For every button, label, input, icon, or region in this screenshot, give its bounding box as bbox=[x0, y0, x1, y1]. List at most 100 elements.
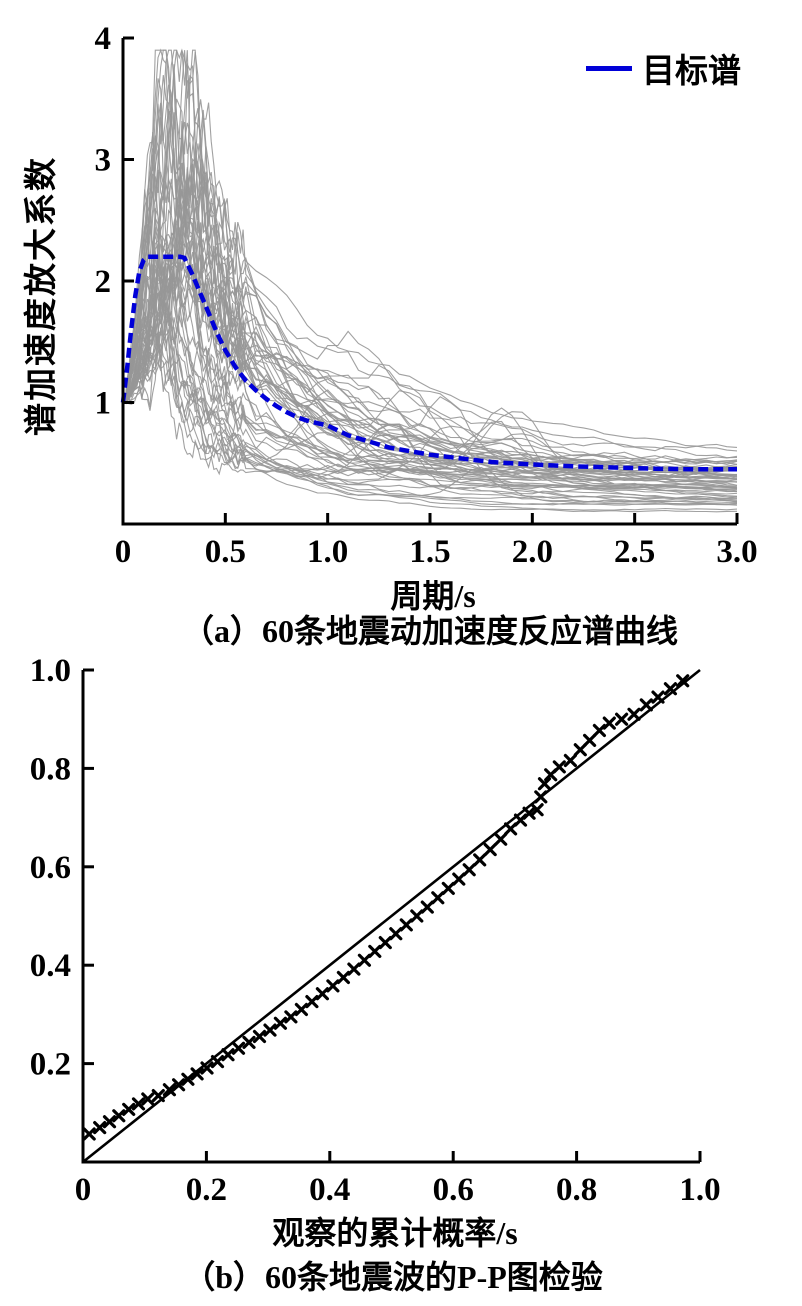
pp-point-marker bbox=[552, 760, 566, 774]
response-spectrum-curve bbox=[125, 164, 738, 498]
pp-point-marker bbox=[483, 843, 497, 857]
pp-point-marker bbox=[663, 682, 677, 696]
pp-point-marker bbox=[583, 733, 597, 747]
pp-point-marker bbox=[399, 918, 413, 932]
response-spectrum-curve bbox=[126, 118, 738, 489]
response-spectrum-curve bbox=[125, 48, 737, 502]
pp-point-marker bbox=[639, 698, 653, 712]
pp-point-marker bbox=[473, 853, 487, 867]
pp-point-marker bbox=[190, 1067, 204, 1081]
response-spectrum-curve bbox=[125, 62, 738, 452]
pp-plot-chart: 0.2 0.4 0.6 0.8 1.0 0 0.2 0.4 0.6 0.8 1.0 bbox=[30, 653, 721, 1208]
target-spectrum-legend-label: 目标谱 bbox=[642, 54, 741, 90]
response-spectrum-curve bbox=[125, 204, 738, 472]
y-tick-label: 1 bbox=[95, 386, 112, 422]
y-tick-label: 2 bbox=[95, 264, 112, 300]
pp-point-marker bbox=[252, 1029, 267, 1044]
y-tick-label: 0.4 bbox=[30, 948, 71, 984]
response-spectrum-curve bbox=[125, 120, 738, 480]
pp-point-marker bbox=[162, 1083, 176, 1097]
x-tick-label: 0.5 bbox=[205, 534, 246, 570]
pp-scatter-points bbox=[82, 674, 690, 1141]
response-spectrum-curve bbox=[125, 266, 738, 467]
y-tick-label: 0.2 bbox=[30, 1047, 71, 1083]
x-tick-label: 1.0 bbox=[679, 1172, 720, 1208]
pp-point-marker bbox=[112, 1109, 126, 1123]
pp-point-marker bbox=[242, 1035, 256, 1049]
x-tick-label: 0 bbox=[115, 534, 132, 570]
pp-point-marker bbox=[494, 832, 508, 846]
response-spectrum-curve bbox=[125, 198, 738, 480]
pp-point-marker bbox=[181, 1072, 195, 1086]
pp-point-marker bbox=[231, 1041, 246, 1055]
response-spectrum-curve bbox=[125, 51, 738, 472]
pp-point-marker bbox=[131, 1097, 146, 1111]
pp-point-marker bbox=[347, 962, 361, 976]
x-tick-label: 1.5 bbox=[409, 534, 450, 570]
panel-b-caption: （b）60条地震波的P-P图检验 bbox=[183, 1259, 603, 1295]
x-tick-label: 2.0 bbox=[512, 534, 553, 570]
pp-point-marker bbox=[592, 723, 606, 738]
panel-a-legend: 目标谱 bbox=[586, 44, 741, 92]
pp-point-marker bbox=[336, 970, 350, 985]
pp-point-marker bbox=[102, 1115, 117, 1129]
pp-point-marker bbox=[93, 1121, 107, 1135]
y-tick-label: 3 bbox=[95, 143, 112, 179]
y-tick-label: 0.6 bbox=[30, 850, 71, 886]
pp-point-marker bbox=[210, 1055, 225, 1069]
pp-point-marker bbox=[82, 1127, 96, 1141]
pp-point-marker bbox=[378, 936, 392, 950]
target-spectrum-line bbox=[120, 254, 737, 472]
panel-a-x-axis-label: 周期/s bbox=[390, 578, 476, 614]
pp-point-marker bbox=[534, 790, 548, 804]
pp-point-marker bbox=[151, 1089, 165, 1103]
pp-point-marker bbox=[452, 872, 466, 886]
pp-point-marker bbox=[462, 863, 476, 877]
pp-point-marker bbox=[294, 1002, 308, 1017]
response-spectrum-curve bbox=[125, 191, 738, 474]
pp-point-marker bbox=[122, 1102, 136, 1116]
x-tick-label: 0.4 bbox=[309, 1172, 350, 1208]
pp-point-marker bbox=[537, 777, 552, 791]
response-spectrum-curve bbox=[125, 49, 738, 503]
x-tick-label: 0 bbox=[75, 1172, 92, 1208]
panel-b-x-axis-label: 观察的累计概率/s bbox=[272, 1215, 518, 1251]
y-tick-label: 0.8 bbox=[30, 751, 71, 787]
panel-a-caption: （a）60条地震动加速度反应谱曲线 bbox=[181, 613, 679, 649]
pp-point-marker bbox=[530, 803, 544, 817]
x-tick-label: 0.8 bbox=[556, 1172, 597, 1208]
target-spectrum-legend-line bbox=[586, 65, 632, 71]
pp-point-marker bbox=[410, 909, 424, 923]
response-spectrum-curve bbox=[125, 78, 738, 463]
pp-point-marker bbox=[263, 1023, 277, 1037]
response-spectrum-curve bbox=[125, 227, 738, 505]
pp-point-marker bbox=[615, 712, 629, 726]
pp-point-marker bbox=[676, 674, 690, 688]
y-tick-label: 4 bbox=[95, 21, 112, 57]
pp-point-marker bbox=[441, 881, 455, 895]
response-spectrum-curve bbox=[125, 49, 738, 465]
pp-point-marker bbox=[651, 690, 665, 704]
pp-point-marker bbox=[357, 953, 371, 967]
x-tick-label: 3.0 bbox=[716, 534, 757, 570]
pp-point-marker bbox=[326, 979, 340, 993]
response-spectrum-curve bbox=[125, 256, 738, 464]
pp-point-marker bbox=[627, 707, 641, 721]
pp-point-marker bbox=[431, 891, 445, 905]
pp-point-marker bbox=[284, 1010, 298, 1024]
pp-point-marker bbox=[200, 1061, 214, 1075]
response-spectrum-curve bbox=[125, 154, 738, 513]
pp-point-marker bbox=[141, 1092, 155, 1106]
x-tick-label: 1.0 bbox=[307, 534, 348, 570]
x-tick-label: 2.5 bbox=[614, 534, 655, 570]
pp-point-marker bbox=[420, 900, 434, 914]
response-spectra-chart: 1 2 3 4 0 0.5 1.0 1.5 2.0 2.5 3.0 bbox=[95, 21, 758, 570]
pp-point-marker bbox=[172, 1078, 186, 1092]
pp-point-marker bbox=[368, 944, 382, 958]
pp-point-marker bbox=[315, 987, 329, 1001]
pp-point-marker bbox=[563, 753, 577, 768]
pp-point-marker bbox=[504, 822, 518, 836]
panel-a-y-axis-label: 谱加速度放大系数 bbox=[24, 156, 60, 436]
